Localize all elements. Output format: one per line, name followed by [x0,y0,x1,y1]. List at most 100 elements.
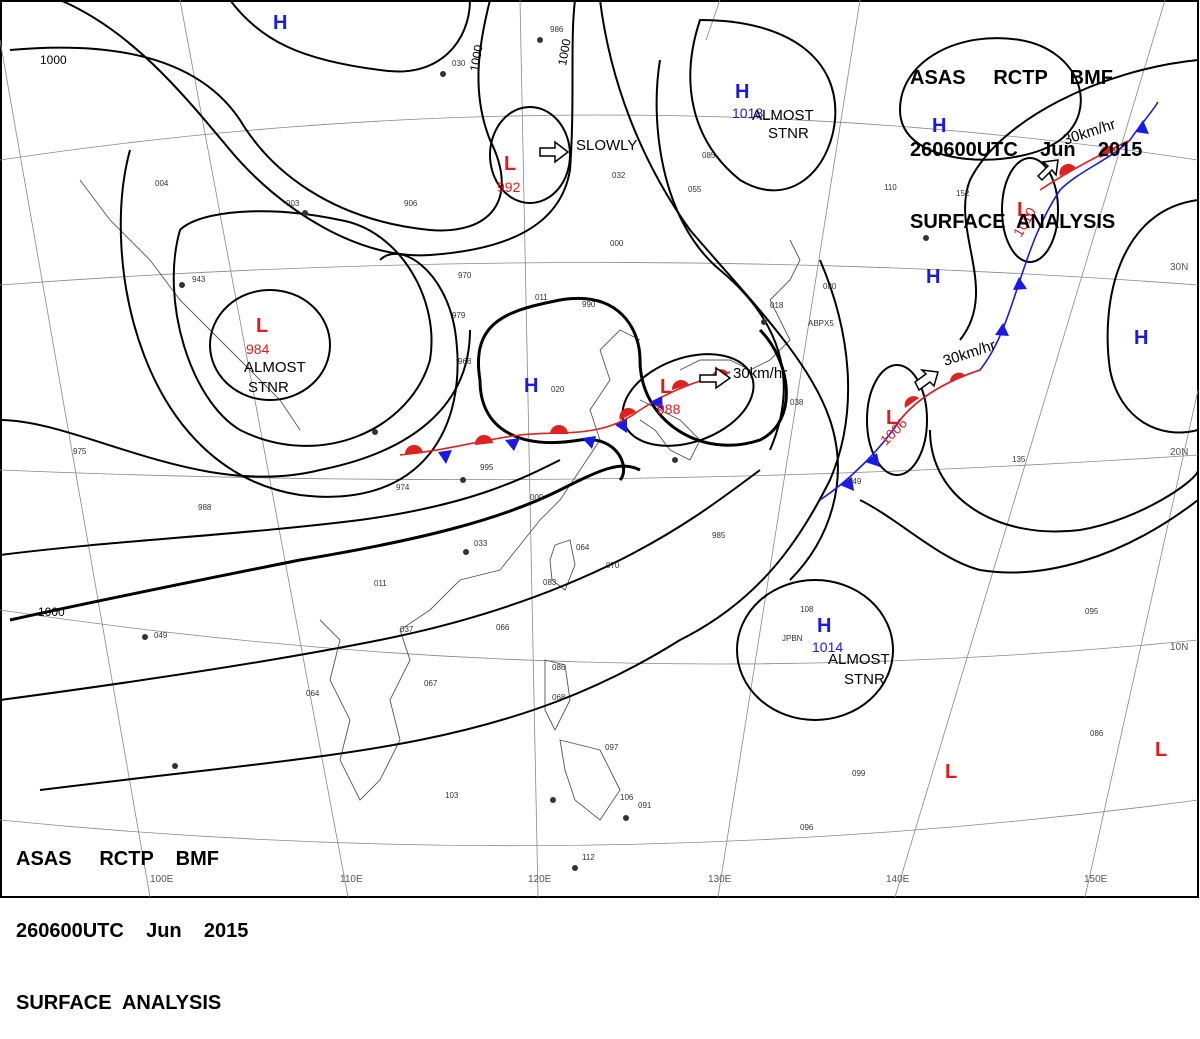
warm-front-bump [550,425,568,434]
station-marker [923,235,929,241]
isobar-label: 1000 [555,37,573,66]
station-value: 988 [198,503,212,512]
high-center-label: H [926,266,940,288]
station-value: 949 [848,477,862,486]
map-frame [0,0,1199,898]
low-center-label: L [945,761,957,783]
warm-front-bump [619,407,636,420]
station-value: 011 [535,293,548,302]
coast-japan [679,239,801,371]
meridian-130e [717,0,861,898]
cold-front-barb [438,450,452,464]
warm-front-segment-north [1039,139,1131,191]
movement-arrow [699,366,732,390]
station-value: 064 [576,543,590,552]
stationary-note: STNR [844,671,885,688]
station-markers [142,37,929,871]
high-center-value: 1014 [812,639,843,655]
cold-front-barb [615,419,627,433]
low-center-label: L [660,376,672,398]
station-value: 068 [552,693,566,702]
isobar-high-1018 [689,18,837,192]
station-marker [372,429,378,435]
meridian-100e [0,39,151,898]
isobar-label: 1000 [38,605,65,619]
high-center-label: H [524,375,538,397]
isobar [0,469,761,701]
station-marker [761,319,767,325]
isobar [119,149,459,498]
station-value: 067 [424,679,438,688]
station-marker [623,815,629,821]
cold-front-barb [650,396,663,410]
header-agency-line: ASAS RCTP BMF [910,67,1113,89]
pressure-centers: H H 1018 H H H H H 1014 L 992 L 984 L 98… [246,12,1167,783]
annotations: SLOWLY ALMOST STNR ALMOST STNR ALMOST ST… [244,107,1118,688]
high-center-label: H [1134,327,1148,349]
isobar [959,59,1199,341]
warm-front-bump [904,396,919,408]
station-value: 112 [582,853,595,862]
station-value: 037 [400,625,414,634]
station-value: 083 [543,578,557,587]
isobar [1106,199,1199,434]
low-center-label: L [886,407,898,429]
station-value: 018 [770,301,784,310]
station-value: 003 [286,199,300,208]
meridian-110e [179,0,349,898]
station-marker [460,477,466,483]
station-value: 096 [800,823,814,832]
isobar [9,0,503,232]
station-marker [537,37,543,43]
station-value: 066 [496,623,510,632]
station-value: 064 [306,689,320,698]
isobar-low-992 [489,106,571,204]
low-center-label: L [256,315,268,337]
station-value: 095 [1085,607,1099,616]
lat-label: 20N [1170,447,1188,458]
high-center-value: 1018 [732,105,763,121]
isobar [859,499,1199,574]
isobar-labels: 1000 1000 1000 1000 [38,37,574,619]
high-center-label: H [273,12,287,34]
stationary-note: ALMOST [752,107,814,124]
station-value: 009 [530,493,544,502]
header-top-right: ASAS RCTP BMF 260600UTC Jun 2015 SURFACE… [910,18,1142,258]
station-value: 030 [452,59,466,68]
station-marker [550,797,556,803]
station-marker [463,549,469,555]
low-center-label: L [504,153,516,175]
cold-front-barb [995,323,1009,336]
station-marker [179,282,185,288]
front-symbols [404,120,1149,491]
station-value: 086 [552,663,566,672]
lon-label: 130E [708,874,732,885]
stationary-note: STNR [248,379,289,396]
station-value: 038 [790,398,804,407]
station-value: 033 [474,539,488,548]
station-value: 103 [445,791,459,800]
high-center-label: H [932,115,946,137]
station-value: 943 [192,275,206,284]
station-marker [302,210,308,216]
isobar [599,0,839,581]
header-time-line: 260600UTC Jun 2015 [16,920,249,942]
coast-west-inland [79,179,301,431]
station-value: 995 [480,463,494,472]
station-value: 080 [823,282,837,291]
movement-arrows [539,140,1059,392]
low-center-label: L [1017,199,1029,221]
station-marker [142,634,148,640]
station-value: 049 [154,631,168,640]
header-agency-line: ASAS RCTP BMF [16,848,219,870]
station-value: 085 [702,151,716,160]
low-center-value: 984 [246,341,270,357]
station-value: 086 [1090,729,1104,738]
isobar-low-984-outer [172,210,433,447]
lon-label: 120E [528,874,552,885]
low-center-value: 988 [657,401,681,417]
isobars [0,0,1199,791]
isobar-low-1006 [866,364,928,476]
station-marker [440,71,446,77]
grid-labels: 100E 110E 120E 130E 140E 150E 30N 20N 10… [150,262,1188,885]
